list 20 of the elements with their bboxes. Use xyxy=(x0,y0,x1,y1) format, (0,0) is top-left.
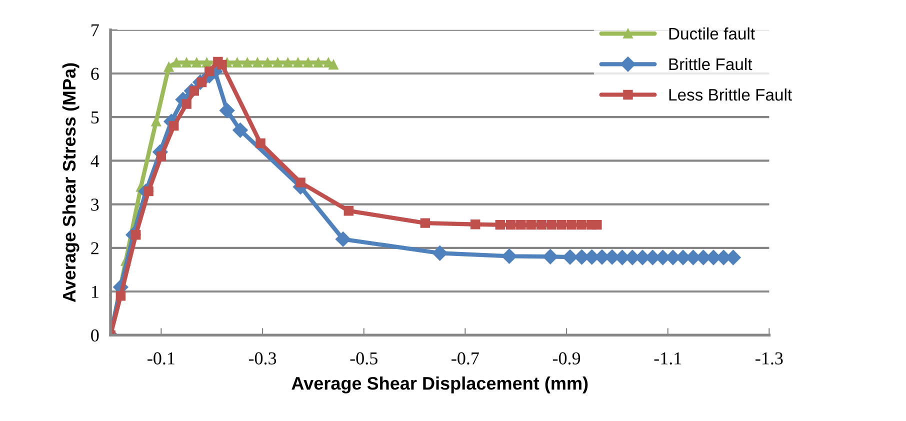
y-tick-label: 4 xyxy=(90,155,100,167)
x-tick-label: -0.7 xyxy=(452,352,479,365)
x-tick-label: -0.3 xyxy=(248,352,276,365)
legend-label: Less Brittle Fault xyxy=(669,88,792,101)
x-tick-label: -1.1 xyxy=(654,352,682,365)
x-axis-title: Average Shear Displacement (mm) xyxy=(292,376,588,394)
y-tick-label: 0 xyxy=(91,329,99,342)
x-tick-label: -0.9 xyxy=(552,352,580,365)
y-tick-label: 1 xyxy=(92,286,98,298)
x-tick-label: -1.3 xyxy=(756,352,783,365)
y-axis-title: Average Shear Stress (MPa) xyxy=(62,63,80,302)
y-tick-label: 3 xyxy=(91,198,99,211)
legend-label: Brittle Fault xyxy=(669,58,752,70)
y-tick-label: 5 xyxy=(91,112,99,124)
legend-label: Ductile fault xyxy=(669,27,755,40)
x-tick-label: -0.1 xyxy=(148,352,174,365)
y-tick-label: 2 xyxy=(91,242,98,254)
x-tick-label: -0.5 xyxy=(350,352,378,365)
y-tick-label: 6 xyxy=(91,68,99,80)
y-tick-label: 7 xyxy=(92,24,99,36)
